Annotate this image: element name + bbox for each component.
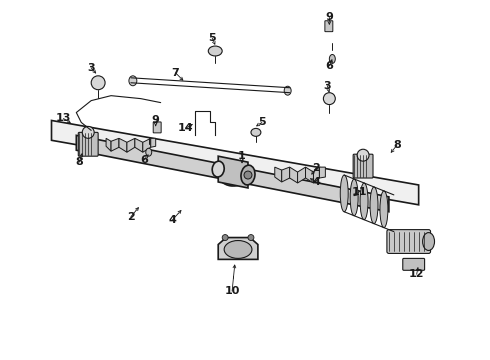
Text: 6: 6 — [325, 61, 333, 71]
Text: 12: 12 — [409, 269, 424, 279]
FancyBboxPatch shape — [78, 132, 98, 156]
Ellipse shape — [422, 233, 435, 251]
Circle shape — [244, 171, 252, 179]
FancyBboxPatch shape — [403, 258, 425, 270]
Text: 2: 2 — [313, 163, 320, 173]
Text: 2: 2 — [127, 212, 135, 222]
Polygon shape — [76, 135, 389, 212]
Ellipse shape — [360, 183, 368, 220]
FancyBboxPatch shape — [153, 122, 161, 133]
Text: 9: 9 — [152, 116, 160, 126]
Text: 5: 5 — [208, 33, 216, 43]
Ellipse shape — [340, 175, 348, 212]
Text: 5: 5 — [258, 117, 266, 127]
Text: 3: 3 — [323, 81, 331, 91]
Ellipse shape — [329, 54, 335, 63]
FancyBboxPatch shape — [325, 21, 333, 32]
Circle shape — [91, 76, 105, 90]
Polygon shape — [151, 138, 156, 147]
FancyBboxPatch shape — [353, 154, 373, 178]
Text: 7: 7 — [172, 68, 179, 78]
Ellipse shape — [251, 129, 261, 136]
Polygon shape — [143, 138, 151, 152]
Polygon shape — [297, 167, 306, 183]
Polygon shape — [218, 238, 258, 260]
Circle shape — [222, 235, 228, 240]
Polygon shape — [127, 138, 135, 152]
Polygon shape — [275, 167, 282, 182]
Circle shape — [357, 149, 369, 161]
FancyBboxPatch shape — [387, 230, 431, 253]
Polygon shape — [314, 167, 319, 183]
Text: 1: 1 — [238, 151, 246, 161]
Text: 11: 11 — [351, 187, 367, 197]
Text: 6: 6 — [140, 155, 147, 165]
Polygon shape — [106, 138, 111, 151]
Circle shape — [82, 126, 94, 138]
Ellipse shape — [380, 191, 388, 228]
Circle shape — [323, 93, 335, 105]
Ellipse shape — [224, 240, 252, 258]
Polygon shape — [111, 138, 119, 151]
Text: 3: 3 — [87, 63, 95, 73]
Text: 14: 14 — [178, 123, 193, 134]
Polygon shape — [306, 167, 314, 183]
Ellipse shape — [218, 164, 246, 186]
Polygon shape — [135, 138, 143, 152]
Ellipse shape — [284, 86, 291, 95]
Ellipse shape — [208, 46, 222, 56]
Polygon shape — [290, 167, 297, 183]
Polygon shape — [119, 138, 127, 152]
Polygon shape — [218, 156, 248, 188]
Text: 10: 10 — [224, 286, 240, 296]
Ellipse shape — [212, 161, 224, 177]
Ellipse shape — [241, 165, 255, 185]
Ellipse shape — [370, 187, 378, 224]
Polygon shape — [282, 167, 290, 182]
Text: 8: 8 — [75, 157, 83, 167]
Text: 4: 4 — [313, 177, 320, 187]
Polygon shape — [51, 121, 418, 205]
Text: 13: 13 — [56, 113, 71, 123]
Polygon shape — [319, 167, 325, 178]
Ellipse shape — [129, 76, 137, 86]
Ellipse shape — [146, 148, 152, 156]
Ellipse shape — [350, 179, 358, 216]
Text: 9: 9 — [325, 12, 333, 22]
Text: 4: 4 — [169, 215, 176, 225]
Circle shape — [248, 235, 254, 240]
Text: 8: 8 — [393, 140, 401, 150]
